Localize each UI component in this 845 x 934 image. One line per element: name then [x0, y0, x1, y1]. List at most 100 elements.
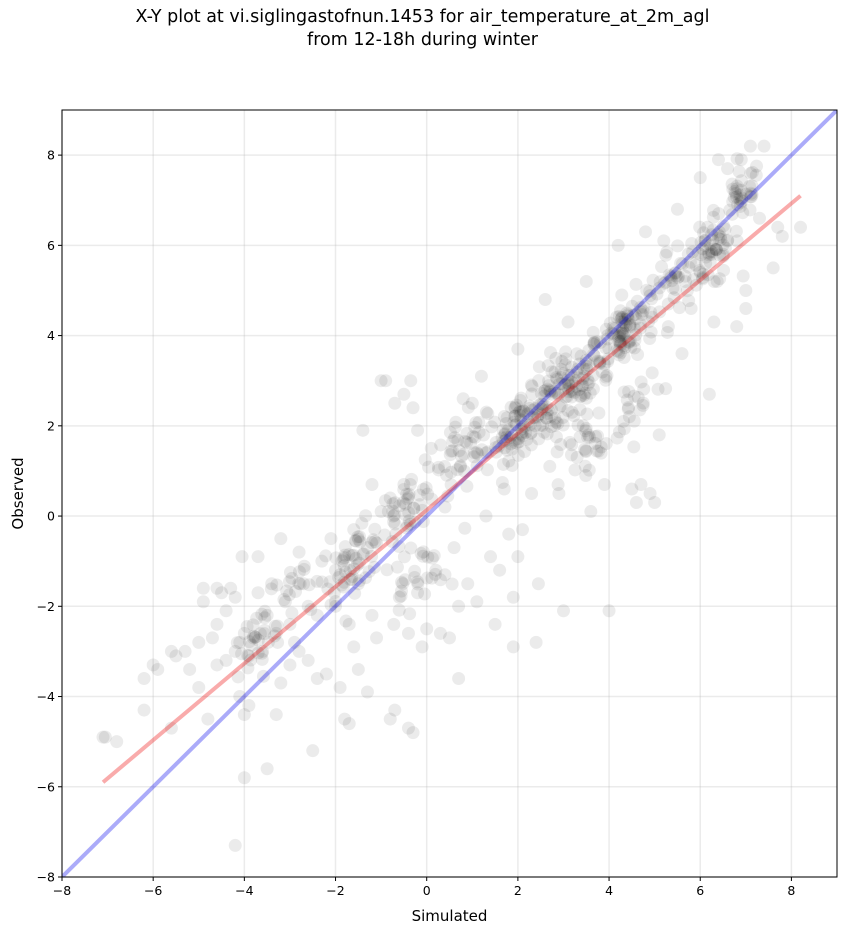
scatter-point	[389, 527, 403, 541]
scatter-point	[258, 611, 272, 625]
scatter-point	[691, 246, 705, 260]
scatter-point	[292, 545, 306, 559]
scatter-point	[571, 418, 585, 432]
scatter-point	[448, 420, 462, 434]
scatter-point	[362, 565, 376, 579]
scatter-point	[319, 549, 333, 563]
scatter-point	[587, 349, 601, 363]
scatter-point	[617, 385, 631, 399]
scatter-point	[707, 242, 721, 256]
scatter-point	[329, 551, 343, 565]
scatter-point	[612, 330, 626, 344]
scatter-point	[390, 560, 404, 574]
scatter-point	[644, 325, 658, 339]
scatter-point	[338, 565, 352, 579]
scatter-point	[484, 550, 498, 564]
scatter-point	[497, 409, 511, 423]
scatter-point	[556, 604, 570, 618]
scatter-point	[591, 429, 605, 443]
scatter-point	[269, 708, 283, 722]
scatter-point	[550, 445, 564, 459]
scatter-point	[730, 190, 744, 204]
scatter-point	[729, 224, 743, 238]
scatter-point	[379, 374, 393, 388]
scatter-point	[627, 440, 641, 454]
scatter-point	[268, 629, 282, 643]
scatter-point	[228, 644, 242, 658]
scatter-point	[610, 431, 624, 445]
scatter-point	[397, 482, 411, 496]
scatter-point	[735, 194, 749, 208]
scatter-point	[416, 549, 430, 563]
scatter-point	[669, 282, 683, 296]
scatter-point	[500, 430, 514, 444]
scatter-point	[289, 585, 303, 599]
scatter-point	[497, 482, 511, 496]
scatter-point	[496, 435, 510, 449]
scatter-point	[573, 390, 587, 404]
scatter-point	[514, 391, 528, 405]
scatter-point	[728, 184, 742, 198]
scatter-point	[743, 203, 757, 217]
scatter-point	[396, 577, 410, 591]
scatter-point	[514, 405, 528, 419]
scatter-point	[315, 575, 329, 589]
scatter-point	[411, 423, 425, 437]
scatter-point	[385, 534, 399, 548]
scatter-point	[587, 337, 601, 351]
scatter-point	[648, 496, 662, 510]
scatter-point	[584, 505, 598, 519]
scatter-point	[623, 320, 637, 334]
scatter-point	[508, 409, 522, 423]
scatter-point	[495, 431, 509, 445]
scatter-point	[319, 667, 333, 681]
scatter-point	[571, 362, 585, 376]
plot-frame	[61, 109, 838, 878]
scatter-point	[616, 324, 630, 338]
scatter-point	[538, 384, 552, 398]
scatter-point	[501, 423, 515, 437]
scatter-point	[578, 459, 592, 473]
scatter-point	[653, 305, 667, 319]
scatter-point	[577, 369, 591, 383]
scatter-point	[215, 586, 229, 600]
scatter-point	[414, 546, 428, 560]
scatter-point	[468, 430, 482, 444]
scatter-point	[561, 382, 575, 396]
scatter-point	[578, 386, 592, 400]
scatter-point	[534, 386, 548, 400]
scatter-point	[408, 515, 422, 529]
scatter-point	[255, 652, 269, 666]
scatter-point	[643, 487, 657, 500]
scatter-point	[713, 230, 727, 244]
scatter-point	[454, 449, 468, 463]
scatter-point	[388, 396, 402, 410]
scatter-point	[393, 499, 407, 513]
scatter-point	[733, 199, 747, 213]
scatter-point	[599, 370, 613, 384]
scatter-point	[702, 387, 716, 401]
scatter-point	[726, 182, 740, 196]
scatter-point	[520, 432, 534, 446]
scatter-point	[721, 233, 735, 247]
scatter-point	[602, 341, 616, 355]
scatter-point	[518, 425, 532, 439]
scatter-point	[580, 363, 594, 377]
scatter-point	[682, 260, 696, 274]
scatter-point	[310, 671, 324, 685]
scatter-point	[444, 444, 458, 458]
scatter-point	[433, 626, 447, 640]
scatter-point	[367, 560, 381, 574]
scatter-point	[579, 274, 593, 288]
scatter-point	[544, 387, 558, 401]
scatter-point	[283, 617, 297, 631]
scatter-point	[465, 396, 479, 410]
scatter-point	[368, 522, 382, 536]
scatter-point	[618, 341, 632, 355]
scatter-point	[524, 426, 538, 440]
scatter-point	[733, 188, 747, 202]
scatter-point	[575, 379, 589, 393]
scatter-point	[329, 563, 343, 577]
scatter-point	[383, 712, 397, 726]
chart-title-line-2: from 12-18h during winter	[307, 30, 538, 50]
